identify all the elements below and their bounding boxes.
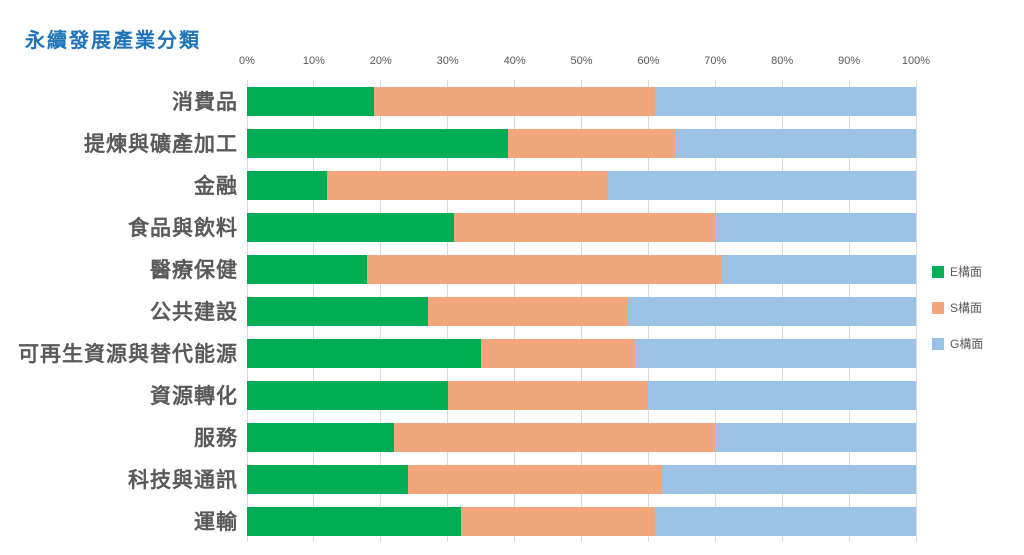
x-tick-label: 100% bbox=[901, 55, 931, 67]
bar-segment-g bbox=[608, 170, 916, 200]
category-label: 醫療保健 bbox=[150, 259, 238, 282]
x-tick-label: 60% bbox=[637, 55, 660, 67]
bar-row bbox=[247, 458, 916, 500]
bar-segment-g bbox=[648, 380, 916, 410]
stacked-bar bbox=[247, 464, 916, 494]
bar-segment-g bbox=[655, 506, 916, 536]
bar-segment-s bbox=[367, 254, 722, 284]
bar-segment-s bbox=[327, 170, 609, 200]
bar-row bbox=[247, 164, 916, 206]
bar-segment-e bbox=[247, 128, 508, 158]
x-tick-label: 50% bbox=[570, 55, 593, 67]
bar-segment-g bbox=[661, 464, 916, 494]
bar-segment-g bbox=[675, 128, 916, 158]
bar-segment-s bbox=[507, 128, 676, 158]
bar-segment-e bbox=[247, 86, 375, 116]
bar-segment-s bbox=[374, 86, 656, 116]
bar-row bbox=[247, 248, 916, 290]
bar-segment-s bbox=[407, 464, 662, 494]
category-label: 可再生資源與替代能源 bbox=[18, 343, 238, 366]
bar-segment-e bbox=[247, 380, 448, 410]
legend-label: S構面 bbox=[950, 301, 983, 315]
bar-segment-e bbox=[247, 170, 328, 200]
stacked-bar bbox=[247, 506, 916, 536]
bar-segment-e bbox=[247, 338, 482, 368]
category-label: 消費品 bbox=[172, 91, 238, 114]
bar-segment-g bbox=[628, 296, 916, 326]
stacked-bar bbox=[247, 128, 916, 158]
bar-row bbox=[247, 206, 916, 248]
x-tick-label: 20% bbox=[369, 55, 392, 67]
stacked-bar bbox=[247, 338, 916, 368]
bar-segment-s bbox=[454, 212, 716, 242]
category-label: 食品與飲料 bbox=[128, 217, 238, 240]
category-label: 運輸 bbox=[194, 511, 238, 534]
stacked-bar bbox=[247, 212, 916, 242]
category-label: 資源轉化 bbox=[150, 385, 238, 408]
x-axis: 0% 10% 20% 30% 40% 50% 60% 70% 80% 90% 100% bbox=[239, 0, 930, 70]
bar-segment-e bbox=[247, 422, 395, 452]
category-label: 提煉與礦產加工 bbox=[84, 133, 238, 156]
legend-swatch-icon bbox=[932, 301, 944, 314]
stacked-bar bbox=[247, 170, 916, 200]
bar-segment-g bbox=[715, 422, 916, 452]
category-labels: 消費品提煉與礦產加工金融食品與飲料醫療保健公共建設可再生資源與替代能源資源轉化服… bbox=[0, 80, 238, 542]
bar-segment-e bbox=[247, 506, 462, 536]
bar-row bbox=[247, 332, 916, 374]
category-label: 公共建設 bbox=[150, 301, 238, 324]
stacked-bar bbox=[247, 86, 916, 116]
x-tick-label: 90% bbox=[838, 55, 861, 67]
chart-title: 永續發展產業分類 bbox=[25, 30, 201, 52]
gridline bbox=[915, 80, 917, 542]
x-tick-label: 30% bbox=[436, 55, 459, 67]
category-label: 金融 bbox=[194, 175, 238, 198]
bar-rows bbox=[247, 80, 916, 542]
legend: E構面 S構面 G構面 bbox=[932, 263, 983, 371]
bar-row bbox=[247, 290, 916, 332]
bar-segment-s bbox=[394, 422, 716, 452]
bar-row bbox=[247, 80, 916, 122]
plot-area bbox=[246, 80, 917, 542]
stacked-bar bbox=[247, 422, 916, 452]
bar-segment-e bbox=[247, 296, 428, 326]
bar-segment-e bbox=[247, 464, 408, 494]
category-label: 科技與通訊 bbox=[128, 469, 238, 492]
legend-swatch-icon bbox=[932, 337, 944, 350]
bar-segment-s bbox=[481, 338, 635, 368]
bar-segment-e bbox=[247, 254, 368, 284]
bar-row bbox=[247, 500, 916, 542]
legend-item: G構面 bbox=[932, 335, 983, 352]
x-tick-label: 10% bbox=[302, 55, 325, 67]
x-tick-label: 0% bbox=[239, 55, 255, 67]
bar-row bbox=[247, 122, 916, 164]
bar-segment-g bbox=[715, 212, 916, 242]
legend-label: E構面 bbox=[950, 265, 983, 279]
bar-segment-g bbox=[655, 86, 916, 116]
bar-segment-g bbox=[635, 338, 916, 368]
bar-segment-s bbox=[461, 506, 656, 536]
x-tick-label: 40% bbox=[503, 55, 526, 67]
stacked-bar bbox=[247, 254, 916, 284]
stacked-bar bbox=[247, 380, 916, 410]
bar-segment-s bbox=[447, 380, 649, 410]
legend-swatch-icon bbox=[932, 265, 944, 278]
x-tick-label: 70% bbox=[704, 55, 727, 67]
category-label: 服務 bbox=[194, 427, 238, 450]
legend-item: E構面 bbox=[932, 263, 983, 280]
bar-segment-s bbox=[427, 296, 629, 326]
x-tick-label: 80% bbox=[771, 55, 794, 67]
legend-label: G構面 bbox=[950, 337, 984, 351]
bar-row bbox=[247, 416, 916, 458]
bar-segment-g bbox=[721, 254, 916, 284]
legend-item: S構面 bbox=[932, 299, 983, 316]
bar-segment-e bbox=[247, 212, 455, 242]
bar-row bbox=[247, 374, 916, 416]
stacked-bar bbox=[247, 296, 916, 326]
